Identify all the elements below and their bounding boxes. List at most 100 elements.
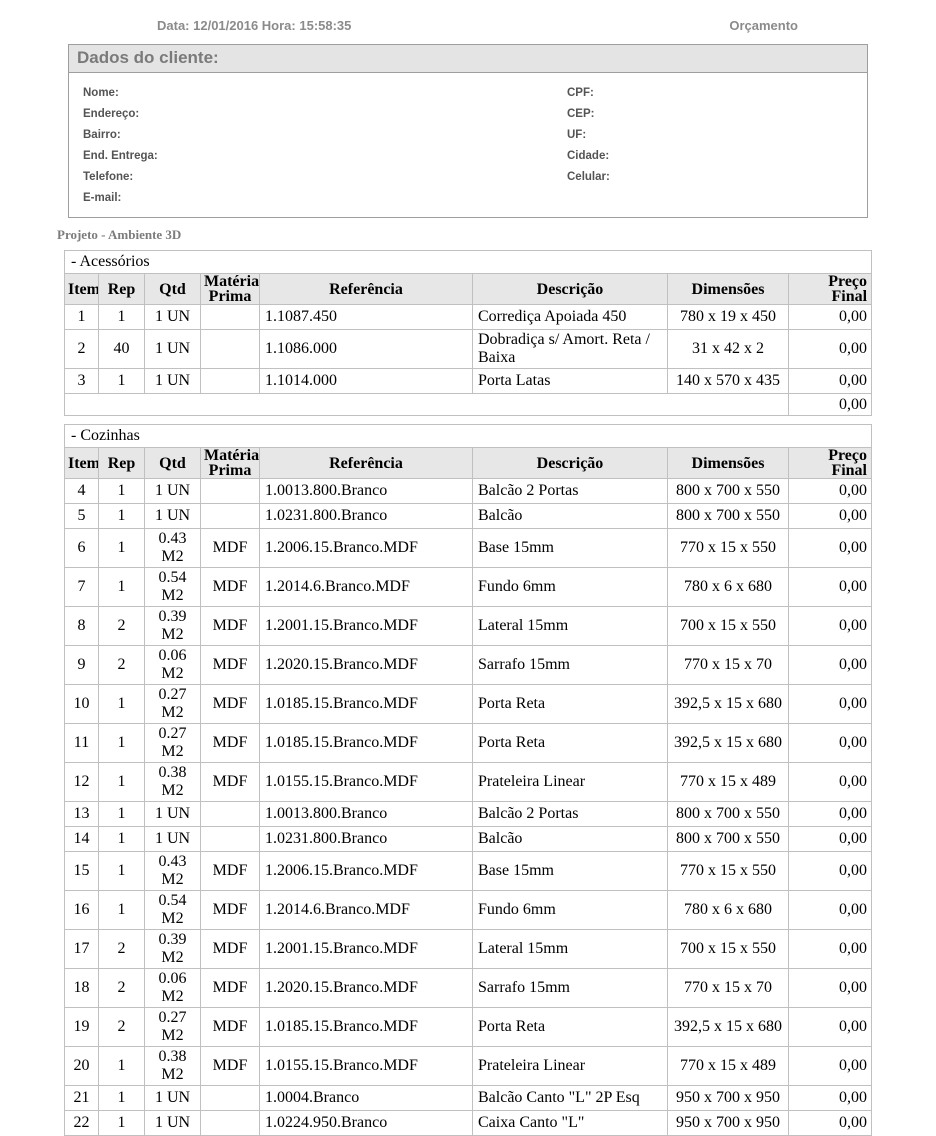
item-row: 12 1 0.38 M2 MDF 1.0155.15.Branco.MDF Pratele… [64, 762, 872, 802]
item-cell: MDF [200, 851, 260, 891]
item-cell: 7 [64, 567, 99, 607]
item-cell: 0,00 [788, 762, 872, 802]
item-cell: 0,00 [788, 801, 872, 827]
item-cell: 11 [64, 723, 99, 763]
item-cell: 1.0185.15.Branco.MDF [259, 1007, 473, 1047]
item-cell: Fundo 6mm [472, 567, 668, 607]
section-total-row: 0,00 [64, 393, 873, 416]
item-cell: 1 UN [144, 503, 201, 529]
item-cell: 392,5 x 15 x 680 [667, 1007, 789, 1047]
section-title-row: - Acessórios [63, 250, 873, 274]
item-cell: 2 [64, 329, 99, 369]
item-row: 10 1 0.27 M2 MDF 1.0185.15.Branco.MDF Porta R… [64, 684, 872, 724]
table-header-row: Item Rep Qtd Matéria Prima Referência Descriç… [64, 447, 872, 479]
item-cell: Prateleira Linear [472, 1046, 668, 1086]
item-cell: Lateral 15mm [472, 606, 668, 646]
item-cell: 0,00 [788, 890, 872, 930]
item-cell: 1 [98, 762, 145, 802]
item-cell: 770 x 15 x 489 [667, 762, 789, 802]
item-cell: 1 [98, 528, 145, 568]
item-cell: 1 UN [144, 1085, 201, 1111]
item-cell: 0,00 [787, 304, 873, 330]
column-header: Item [64, 447, 99, 479]
total-row-spacer [64, 393, 789, 416]
column-header: Matéria Prima [200, 447, 260, 479]
item-cell: 22 [64, 1110, 99, 1136]
item-cell: MDF [200, 929, 260, 969]
section-title: - Cozinhas [64, 424, 872, 448]
item-row: 8 2 0.39 M2 MDF 1.2001.15.Branco.MDF Lateral … [64, 606, 872, 646]
client-field-label: End. Entrega: [83, 150, 158, 162]
item-cell: 1 UN [144, 801, 201, 827]
item-cell: 21 [64, 1085, 99, 1111]
item-cell [200, 368, 260, 394]
item-cell: 1 [98, 890, 145, 930]
item-cell: 0.43 M2 [144, 528, 201, 568]
item-cell: 0.39 M2 [144, 606, 201, 646]
item-cell: 800 x 700 x 550 [667, 478, 789, 504]
item-cell: Porta Reta [472, 723, 668, 763]
item-cell: 0.27 M2 [144, 1007, 201, 1047]
client-field-label: CEP: [567, 108, 595, 120]
item-cell: 1.0185.15.Branco.MDF [259, 684, 473, 724]
client-field-label: Celular: [567, 171, 610, 183]
item-cell: Balcão 2 Portas [472, 478, 668, 504]
item-cell: 950 x 700 x 950 [667, 1085, 789, 1111]
item-cell: 1.0004.Branco [259, 1085, 473, 1111]
item-cell: 1.0224.950.Branco [259, 1110, 473, 1136]
item-cell: 1.2014.6.Branco.MDF [259, 567, 473, 607]
item-cell: 3 [64, 368, 99, 394]
column-header: Referência [259, 447, 473, 479]
item-cell: 1.1086.000 [259, 329, 473, 369]
item-cell: 0,00 [788, 478, 872, 504]
item-cell: Balcão [472, 826, 668, 852]
item-cell: 2 [98, 645, 145, 685]
item-cell: 16 [64, 890, 99, 930]
client-field-label: Endereço: [83, 108, 140, 120]
item-cell: 1 [98, 1046, 145, 1086]
item-cell: MDF [200, 606, 260, 646]
item-cell: 0,00 [787, 329, 873, 369]
item-cell: 5 [64, 503, 99, 529]
item-cell: 0,00 [788, 684, 872, 724]
item-cell [200, 304, 260, 330]
item-row: 13 1 1 UN 1.0013.800.Branco Balcão 2 Portas 8… [64, 801, 872, 827]
item-row: 18 2 0.06 M2 MDF 1.2020.15.Branco.MDF Sarrafo… [64, 968, 872, 1008]
client-field-label: Telefone: [83, 171, 134, 183]
item-cell: 1 [98, 1110, 145, 1136]
item-cell: 770 x 15 x 489 [667, 1046, 789, 1086]
item-cell: 1.0013.800.Branco [259, 801, 473, 827]
item-row: 9 2 0.06 M2 MDF 1.2020.15.Branco.MDF Sarrafo … [64, 645, 872, 685]
column-header: Descrição [472, 447, 668, 479]
item-row: 21 1 1 UN 1.0004.Branco Balcão Canto "L" 2P … [64, 1085, 872, 1111]
item-cell: MDF [200, 762, 260, 802]
item-cell: 0,00 [788, 1110, 872, 1136]
client-field-label: E-mail: [83, 192, 122, 204]
item-cell [200, 826, 260, 852]
column-header: Preço Final [788, 447, 872, 479]
item-cell: Balcão 2 Portas [472, 801, 668, 827]
item-cell: 1.2006.15.Branco.MDF [259, 528, 473, 568]
item-cell: 1 [64, 304, 99, 330]
item-cell: 2 [98, 929, 145, 969]
item-row: 15 1 0.43 M2 MDF 1.2006.15.Branco.MDF Base 15… [64, 851, 872, 891]
item-cell: 17 [64, 929, 99, 969]
item-cell: MDF [200, 1007, 260, 1047]
item-cell: 40 [98, 329, 145, 369]
item-cell [200, 478, 260, 504]
item-cell [200, 1110, 260, 1136]
item-cell: 0,00 [788, 503, 872, 529]
item-cell: 1.0155.15.Branco.MDF [259, 1046, 473, 1086]
section-title: - Acessórios [63, 250, 873, 274]
report-datetime: Data: 12/01/2016 Hora: 15:58:35 [157, 18, 352, 33]
column-header: Rep [98, 273, 145, 305]
item-cell: 0,00 [788, 851, 872, 891]
item-cell: 1.2020.15.Branco.MDF [259, 968, 473, 1008]
item-cell: 0.27 M2 [144, 723, 201, 763]
item-cell: 0,00 [787, 368, 873, 394]
item-cell: Balcão Canto "L" 2P Esq [472, 1085, 668, 1111]
item-cell: Lateral 15mm [472, 929, 668, 969]
